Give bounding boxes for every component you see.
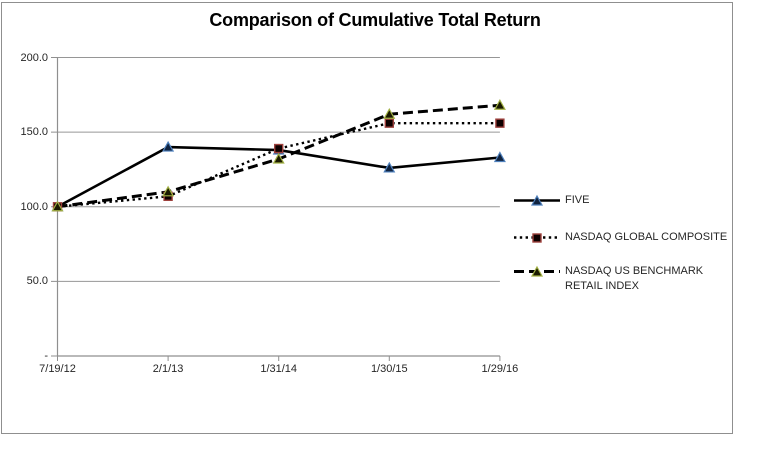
- x-axis-tick-label: 1/29/16: [481, 363, 519, 375]
- chart-frame: [1, 2, 733, 434]
- marker-nasdaq-global-composite: [532, 233, 542, 243]
- marker-five: [162, 140, 175, 152]
- legend-label: NASDAQ GLOBAL COMPOSITE: [565, 230, 727, 245]
- y-axis-tick-label: 50.0: [26, 275, 48, 288]
- legend-label-line: FIVE: [565, 194, 590, 206]
- y-axis-tick-label: 200.0: [20, 51, 48, 64]
- marker-nasdaq-us-benchmark-retail-index: [383, 107, 396, 119]
- marker-nasdaq-us-benchmark-retail-index: [272, 152, 285, 164]
- marker-nasdaq-us-benchmark-retail-index: [493, 99, 506, 110]
- y-axis-tick-label: 100.0: [20, 200, 48, 213]
- legend-label-line: NASDAQ US BENCHMARK: [565, 265, 704, 277]
- x-axis-tick-label: 2/1/13: [152, 363, 184, 375]
- legend-swatch-dotted: [514, 233, 560, 243]
- y-axis-tick-label: -: [44, 350, 48, 362]
- marker-nasdaq-us-benchmark-retail-index: [530, 265, 544, 277]
- legend-label-line: NASDAQ GLOBAL COMPOSITE: [565, 231, 728, 243]
- legend-item: NASDAQ GLOBAL COMPOSITE: [514, 230, 727, 245]
- marker-nasdaq-us-benchmark-retail-index: [51, 200, 64, 212]
- legend-swatch-solid: [514, 194, 560, 206]
- marker-nasdaq-global-composite: [384, 118, 394, 128]
- marker-nasdaq-us-benchmark-retail-index: [162, 185, 175, 197]
- legend-label: FIVE: [565, 193, 589, 208]
- legend-label-line: RETAIL INDEX: [565, 280, 639, 292]
- marker-nasdaq-global-composite: [274, 143, 284, 154]
- marker-nasdaq-global-composite: [495, 118, 505, 128]
- marker-five: [383, 161, 396, 173]
- x-axis-tick-label: 7/19/12: [39, 363, 76, 375]
- marker-five: [530, 194, 544, 206]
- x-axis-tick-label: 1/30/15: [370, 363, 408, 375]
- chart-title: Comparison of Cumulative Total Return: [209, 10, 541, 30]
- legend-item: FIVE: [514, 193, 589, 208]
- marker-five: [493, 151, 506, 163]
- legend-swatch-dashed: [514, 265, 560, 277]
- legend-label: NASDAQ US BENCHMARK RETAIL INDEX: [565, 264, 703, 294]
- y-axis-tick-label: 150.0: [20, 126, 48, 139]
- legend-item: NASDAQ US BENCHMARK RETAIL INDEX: [514, 264, 703, 294]
- x-axis-tick-label: 1/31/14: [260, 363, 298, 375]
